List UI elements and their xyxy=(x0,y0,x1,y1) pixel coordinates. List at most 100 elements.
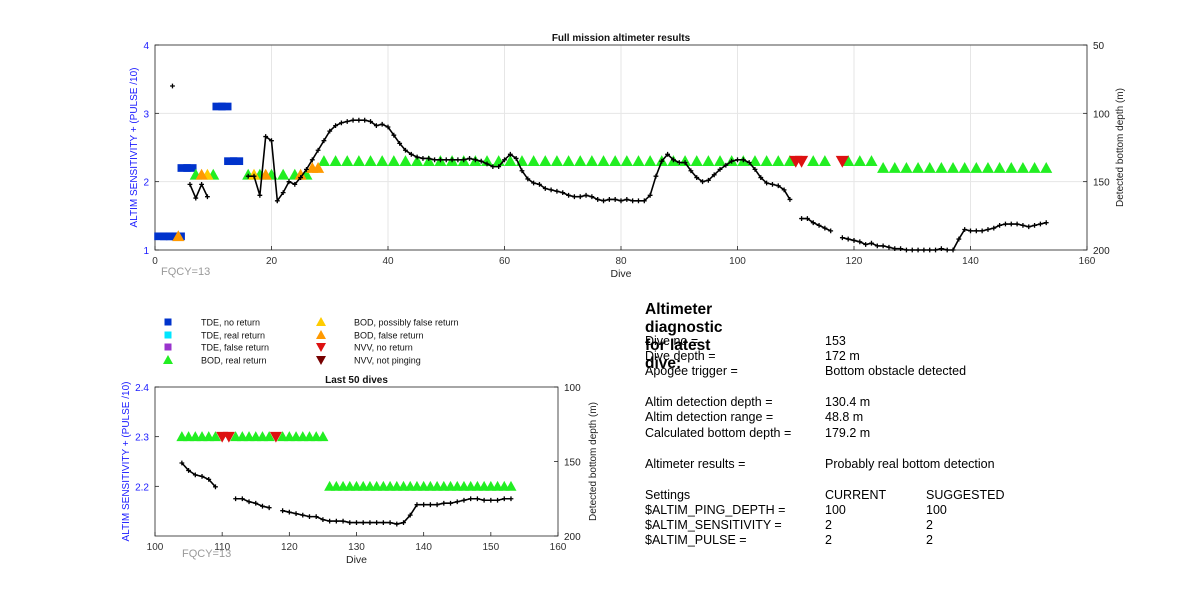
full-mission-chart-depth-point xyxy=(245,173,251,179)
last-50-chart-depth-point xyxy=(286,509,292,515)
full-mission-chart-depth-point xyxy=(472,157,478,163)
last-50-chart-depth-point xyxy=(199,474,205,479)
legend-marker-nvv-no-return xyxy=(316,343,326,352)
results-value: Probably real bottom detection xyxy=(825,457,995,471)
last-50-chart-depth-point xyxy=(300,512,306,518)
full-mission-chart-depth-point xyxy=(735,157,740,163)
full-mission-chart-y2-tick-label: 200 xyxy=(1093,246,1110,257)
full-mission-chart-depth-point xyxy=(298,175,304,180)
last-50-chart-depth-point xyxy=(427,502,433,508)
full-mission-chart-depth-point xyxy=(280,190,286,195)
full-mission-chart-group: 0 20 40 60 80 100 120 140 160 1 2 3 4 50 100 150 200 Full… xyxy=(129,33,1126,280)
full-mission-chart-depth-point xyxy=(513,156,519,161)
last-50-chart-depth-point xyxy=(441,500,447,506)
full-mission-chart-depth-point xyxy=(1020,223,1026,228)
full-mission-chart-depth-point xyxy=(647,192,653,198)
apogee-row: Apogee trigger = Bottom obstacle detecte… xyxy=(645,364,966,378)
full-mission-chart-depth-point xyxy=(880,243,886,249)
pulse-row: $ALTIM_PULSE = 2 2 xyxy=(645,533,933,547)
full-mission-chart-depth-point xyxy=(199,182,204,187)
last-50-chart-x-tick-label: 120 xyxy=(281,542,298,553)
last-50-chart-depth-point xyxy=(367,520,373,525)
full-mission-chart-bod-real-return-marker xyxy=(376,155,389,167)
full-mission-chart-depth-point xyxy=(781,187,787,193)
last-50-chart-depth-point xyxy=(206,476,212,482)
full-mission-chart-x-axis-label: Dive xyxy=(610,268,631,280)
full-mission-chart-bod-real-return-marker xyxy=(853,155,866,167)
full-mission-chart-depth-point xyxy=(700,179,705,185)
full-mission-chart-bod-real-return-marker xyxy=(527,155,540,167)
full-mission-chart-depth-point xyxy=(542,186,548,191)
full-mission-chart-depth-point xyxy=(671,157,676,163)
full-mission-chart-depth-point xyxy=(991,225,997,231)
last-50-chart-depth-point xyxy=(374,520,380,525)
full-mission-chart-depth-point xyxy=(851,238,857,243)
results-label: Altimeter results = xyxy=(645,457,746,471)
last-50-chart-depth-point xyxy=(260,503,265,509)
last-50-chart-annotation: FQCY=13 xyxy=(182,548,231,560)
full-mission-chart-depth-point xyxy=(274,198,280,204)
full-mission-chart-depth-line xyxy=(842,221,1047,251)
apogee-label: Apogee trigger = xyxy=(645,364,738,378)
full-mission-chart-y-axis-label: ALTIM SENSITIVITY + (PULSE /10) xyxy=(129,68,140,228)
full-mission-chart-depth-point xyxy=(770,182,775,187)
full-mission-chart-depth-point xyxy=(653,173,659,179)
full-mission-chart-depth-point xyxy=(385,124,391,130)
full-mission-chart-depth-point xyxy=(502,157,507,163)
full-mission-chart-bod-false-return-marker xyxy=(294,168,307,180)
last-50-chart-y2-tick-label: 200 xyxy=(564,532,581,543)
full-mission-chart-depth-point xyxy=(950,247,956,253)
full-mission-chart-depth-point xyxy=(531,180,537,186)
last-50-chart-bod-real-return-marker xyxy=(263,431,275,442)
full-mission-chart-depth-point xyxy=(904,247,909,253)
last-50-chart-x-tick-label: 130 xyxy=(348,542,365,553)
full-mission-chart-depth-point xyxy=(449,157,455,163)
last-50-chart-depth-point xyxy=(360,520,366,525)
full-mission-chart-depth-point xyxy=(1014,221,1020,227)
full-mission-chart-y-tick-label: 4 xyxy=(143,41,149,52)
full-mission-chart-depth-point xyxy=(187,182,193,187)
full-mission-chart-depth-point xyxy=(659,158,665,164)
full-mission-chart-depth-point xyxy=(560,190,566,195)
full-mission-chart-depth-point xyxy=(857,239,863,245)
last-50-chart-x-tick-label: 150 xyxy=(482,542,499,553)
last-50-chart-y2-axis-label: Detected bottom depth (m) xyxy=(588,402,599,521)
legend-marker-tde-real-return xyxy=(164,331,172,339)
pulse-current: 2 xyxy=(825,533,832,547)
legend-marker-tde-no-return xyxy=(164,318,172,326)
full-mission-chart-bod-real-return-marker xyxy=(993,161,1006,173)
dive-depth-value: 172 m xyxy=(825,349,860,363)
legend-label: TDE, false return xyxy=(201,343,269,353)
full-mission-chart-bod-real-return-marker xyxy=(1040,161,1053,173)
full-mission-chart-x-tick-label: 80 xyxy=(615,256,627,267)
full-mission-chart-tde-no-return-marker xyxy=(229,157,244,166)
full-mission-chart-bod-real-return-marker xyxy=(690,155,703,167)
last-50-chart-depth-point xyxy=(253,500,259,506)
results-row: Altimeter results = Probably real bottom… xyxy=(645,457,995,471)
full-mission-chart-depth-point xyxy=(356,117,362,123)
last-50-chart-depth-point xyxy=(461,497,467,503)
full-mission-chart-x-tick-label: 140 xyxy=(962,256,979,267)
full-mission-chart-y2-tick-label: 100 xyxy=(1093,109,1110,120)
full-mission-chart-depth-point xyxy=(944,247,950,253)
full-mission-chart-depth-point xyxy=(408,151,414,157)
full-mission-chart-depth-point xyxy=(688,168,694,174)
full-mission-chart-depth-point xyxy=(898,246,903,252)
full-mission-chart-depth-point xyxy=(810,220,816,226)
last-50-chart-y-tick-label: 2.4 xyxy=(135,383,149,394)
last-50-chart-depth-point xyxy=(179,460,185,466)
full-mission-chart-bod-real-return-marker xyxy=(818,155,831,167)
full-mission-chart-bod-real-return-marker xyxy=(585,155,598,167)
last-50-chart-x-tick-label: 140 xyxy=(415,542,432,553)
last-50-chart-depth-point xyxy=(192,472,198,478)
ping-depth-label: $ALTIM_PING_DEPTH = xyxy=(645,503,786,517)
altim-depth-row: Altim detection depth = 130.4 m xyxy=(645,395,870,409)
full-mission-chart-depth-point xyxy=(1043,220,1049,226)
legend-label: BOD, false return xyxy=(354,331,424,341)
full-mission-chart-depth-point xyxy=(746,160,752,165)
full-mission-chart-bod-real-return-marker xyxy=(923,161,936,173)
full-mission-chart-depth-point xyxy=(863,242,869,247)
full-mission-chart-depth-point xyxy=(758,175,764,180)
full-mission-chart-bod-real-return-marker xyxy=(574,155,587,167)
full-mission-chart-bod-false-return-marker xyxy=(259,168,272,180)
